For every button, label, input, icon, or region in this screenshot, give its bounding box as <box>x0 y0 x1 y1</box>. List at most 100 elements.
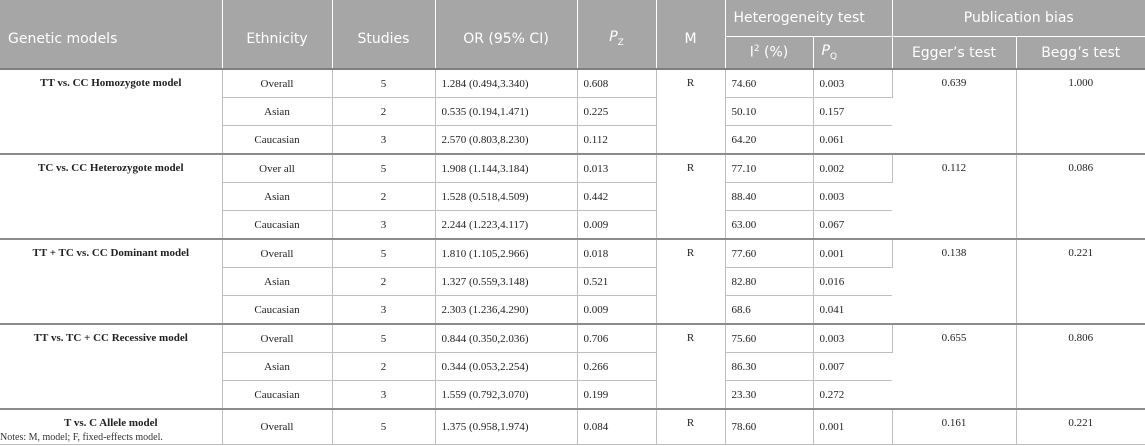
header-genetic-models: Genetic models <box>0 0 223 70</box>
header-egger: Egger’s test <box>892 36 1017 70</box>
pz-cell: 0.084 <box>577 408 657 445</box>
header-studies: Studies <box>332 0 436 70</box>
or-ci-cell: 1.908 (1.144,3.184) <box>435 153 578 183</box>
studies-cell: 5 <box>332 408 436 445</box>
table-row: Asian 2 1.528 (0.518,4.509) 0.442 88.40 … <box>0 182 1145 211</box>
header-i2: I2 (%) <box>725 36 814 70</box>
pq-cell: 0.272 <box>813 380 892 410</box>
header-pq-main: P <box>821 43 830 60</box>
or-ci-cell: 0.535 (0.194,1.471) <box>435 97 578 126</box>
studies-cell: 5 <box>332 238 436 268</box>
begg-cell: 0.221 <box>1016 408 1145 445</box>
i2-cell: 74.60 <box>725 68 814 98</box>
table-body: TT vs. CC Homozygote model Overall 5 1.2… <box>0 68 1145 445</box>
studies-cell: 3 <box>332 210 436 240</box>
header-pq-sub: Q <box>829 51 838 62</box>
studies-cell: 2 <box>332 352 436 381</box>
egger-cell: 0.655 <box>892 323 1017 410</box>
egger-cell: 0.161 <box>892 408 1017 445</box>
i2-cell: 88.40 <box>725 182 814 211</box>
m-cell: R <box>656 323 726 410</box>
ethnicity-cell: Asian <box>222 267 333 296</box>
ethnicity-cell: Overall <box>222 238 333 268</box>
studies-cell: 5 <box>332 323 436 353</box>
ethnicity-cell: Caucasian <box>222 210 333 240</box>
m-cell: R <box>656 408 726 445</box>
pq-cell: 0.003 <box>813 323 893 353</box>
or-ci-cell: 1.559 (0.792,3.070) <box>435 380 578 410</box>
ethnicity-cell: Asian <box>222 97 333 126</box>
pz-cell: 0.442 <box>577 182 657 211</box>
pq-cell: 0.041 <box>813 295 892 325</box>
i2-cell: 78.60 <box>725 408 814 445</box>
studies-cell: 2 <box>332 267 436 296</box>
i2-cell: 63.00 <box>725 210 814 240</box>
pz-cell: 0.112 <box>577 125 657 155</box>
i2-cell: 64.20 <box>725 125 814 155</box>
or-ci-cell: 1.528 (0.518,4.509) <box>435 182 578 211</box>
header-pq: PQ <box>813 36 893 70</box>
model-name-cell: T vs. C Allele model <box>0 408 223 445</box>
m-cell: R <box>656 68 726 155</box>
i2-cell: 23.30 <box>725 380 814 410</box>
header-ethnicity: Ethnicity <box>222 0 333 70</box>
pq-cell: 0.002 <box>813 153 893 183</box>
m-cell: R <box>656 238 726 325</box>
ethnicity-cell: Caucasian <box>222 125 333 155</box>
pz-cell: 0.521 <box>577 267 657 296</box>
pz-cell: 0.013 <box>577 153 657 183</box>
i2-cell: 50.10 <box>725 97 814 126</box>
header-pz: PZ <box>577 0 657 70</box>
egger-cell: 0.112 <box>892 153 1017 240</box>
header-i2-main: I <box>749 44 754 61</box>
pz-cell: 0.009 <box>577 295 657 325</box>
studies-cell: 3 <box>332 125 436 155</box>
studies-cell: 3 <box>332 380 436 410</box>
pq-cell: 0.157 <box>813 97 892 126</box>
i2-cell: 82.80 <box>725 267 814 296</box>
or-ci-cell: 1.810 (1.105,2.966) <box>435 238 578 268</box>
ethnicity-cell: Asian <box>222 182 333 211</box>
or-ci-cell: 0.344 (0.053,2.254) <box>435 352 578 381</box>
studies-cell: 2 <box>332 97 436 126</box>
pq-cell: 0.003 <box>813 68 893 98</box>
pq-cell: 0.001 <box>813 408 893 445</box>
studies-cell: 5 <box>332 153 436 183</box>
table-row: TC vs. CC Heterozygote model Over all 5 … <box>0 153 1145 240</box>
header-begg: Begg’s test <box>1016 36 1145 70</box>
table-header: Genetic models Ethnicity Studies OR (95%… <box>0 0 1145 70</box>
table-row: Asian 2 1.327 (0.559,3.148) 0.521 82.80 … <box>0 267 1145 296</box>
ethnicity-cell: Over all <box>222 153 333 183</box>
model-name-cell: TT vs. TC + CC Recessive model <box>0 323 223 410</box>
model-name-cell: TC vs. CC Heterozygote model <box>0 153 223 240</box>
pz-cell: 0.009 <box>577 210 657 240</box>
egger-cell: 0.639 <box>892 68 1017 155</box>
table-row: Asian 2 0.535 (0.194,1.471) 0.225 50.10 … <box>0 97 1145 126</box>
or-ci-cell: 2.303 (1.236,4.290) <box>435 295 578 325</box>
pq-cell: 0.061 <box>813 125 892 155</box>
pz-cell: 0.706 <box>577 323 657 353</box>
ethnicity-cell: Caucasian <box>222 295 333 325</box>
header-pz-sub: Z <box>617 37 624 48</box>
header-m: M <box>656 0 726 70</box>
or-ci-cell: 0.844 (0.350,2.036) <box>435 323 578 353</box>
header-pz-main: P <box>609 29 618 46</box>
egger-cell: 0.138 <box>892 238 1017 325</box>
begg-cell: 1.000 <box>1016 68 1145 155</box>
header-or-ci: OR (95% CI) <box>435 0 578 70</box>
ethnicity-cell: Overall <box>222 323 333 353</box>
table-row: Caucasian 3 2.244 (1.223,4.117) 0.009 63… <box>0 210 1145 240</box>
model-name-cell: TT + TC vs. CC Dominant model <box>0 238 223 325</box>
header-publication-bias: Publication bias <box>892 0 1145 37</box>
pq-cell: 0.003 <box>813 182 892 211</box>
table-row: TT vs. TC + CC Recessive model Overall 5… <box>0 323 1145 410</box>
ethnicity-cell: Overall <box>222 408 333 445</box>
i2-cell: 68.6 <box>725 295 814 325</box>
header-heterogeneity: Heterogeneity test <box>725 0 893 37</box>
begg-cell: 0.221 <box>1016 238 1145 325</box>
i2-cell: 86.30 <box>725 352 814 381</box>
m-cell: R <box>656 153 726 240</box>
pq-cell: 0.016 <box>813 267 892 296</box>
